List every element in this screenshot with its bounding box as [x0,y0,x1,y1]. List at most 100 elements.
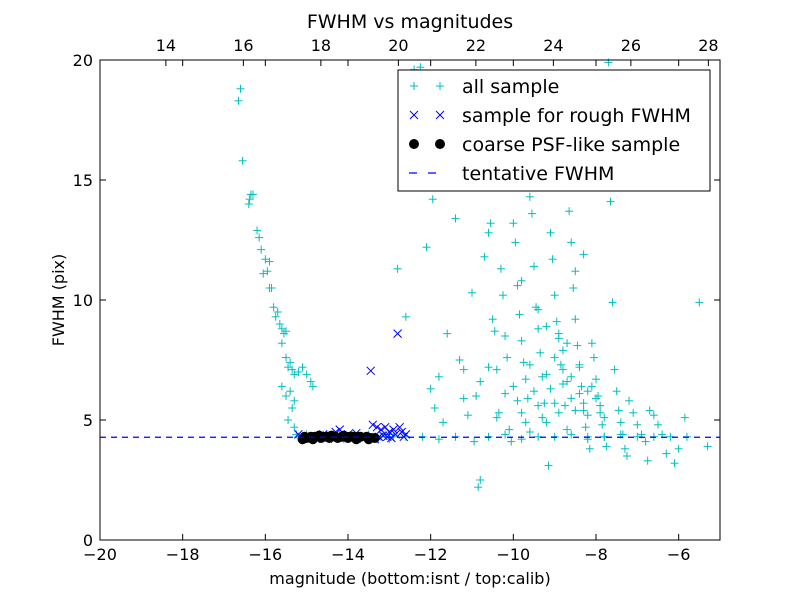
all-sample-point [538,372,547,381]
y-tick-label: 10 [73,291,93,310]
legend-item-tentative-fwhm: tentative FWHM [409,163,614,185]
all-sample-point [587,382,596,391]
all-sample-point [517,276,526,285]
all-sample-point [511,238,520,247]
all-sample-point [592,394,600,403]
legend-item-all-sample: all sample [410,76,559,98]
y-tick-label: 15 [73,171,93,190]
all-sample-point [236,84,245,93]
legend-marker-plus [410,82,418,90]
all-sample-point [517,435,526,444]
all-sample-point [476,476,485,484]
all-sample-point [662,449,671,458]
all-sample-point [596,401,605,410]
all-sample-point [257,245,266,254]
y-axis-label: FWHM (pix) [49,254,68,347]
rough-sample-point [395,422,405,432]
all-sample-point [426,384,435,393]
all-sample-point [472,392,481,400]
all-sample-point [633,420,642,429]
all-sample-point [290,370,299,379]
all-sample-point [670,459,679,468]
all-sample-point [282,327,290,336]
all-sample-point [255,233,264,242]
all-sample-point [645,406,654,415]
all-sample-point [703,442,712,451]
top-x-tick-label: 18 [311,36,331,55]
all-sample-point [275,320,284,328]
all-sample-point [306,377,315,386]
all-sample-point [269,303,278,312]
all-sample-point [546,228,555,237]
all-sample-point [284,363,293,372]
all-sample-point [294,368,303,376]
all-sample-point [575,363,584,372]
rough-sample-point [366,366,376,376]
all-sample-point [527,209,536,218]
all-sample-point [571,315,580,324]
all-sample-point [517,336,526,345]
all-sample-point [550,353,559,362]
all-sample-point [567,372,576,381]
all-sample-point [534,305,543,314]
y-tick-label: 20 [73,51,93,70]
all-sample-point [643,456,652,465]
all-sample-point [530,262,538,271]
all-sample-point [401,312,410,321]
all-sample-point [583,411,592,420]
all-sample-point [439,418,448,427]
all-sample-point [554,329,563,338]
y-tick-label: 5 [83,411,93,430]
all-sample-point [422,243,431,252]
all-sample-point [616,418,625,427]
all-sample-point [503,353,512,362]
all-sample-point [596,408,605,417]
all-sample-point [608,298,617,307]
all-sample-point [556,360,565,369]
top-x-tick-label: 14 [156,36,176,55]
all-sample-point [641,437,650,446]
all-sample-point [277,382,286,391]
all-sample-point [680,413,689,422]
all-sample-point [598,420,607,429]
all-sample-point [515,310,524,319]
all-sample-point [490,327,499,336]
legend-label: coarse PSF-like sample [462,134,680,156]
x-tick-label: −20 [83,545,117,564]
all-sample-point [273,308,282,316]
all-sample-point [571,267,580,276]
all-sample-point [625,396,634,405]
all-sample-point [540,399,549,408]
all-sample-point [620,444,629,453]
legend-marker-dot [435,139,445,149]
top-x-tick-label: 26 [621,36,641,55]
all-sample-point [569,284,578,292]
all-sample-point [523,394,532,403]
all-sample-point [592,375,600,384]
all-sample-point [585,444,594,453]
all-sample-point [488,315,497,324]
all-sample-point [499,291,507,300]
all-sample-point [581,423,590,432]
all-sample-point [561,401,569,410]
all-sample-point [573,341,582,350]
all-sample-point [459,365,468,374]
top-x-tick-label: 16 [233,36,253,55]
all-sample-point [534,324,543,333]
all-sample-point [602,442,611,451]
all-sample-point [606,197,615,206]
rough-sample-point [397,427,407,437]
all-sample-point [558,365,567,374]
all-sample-point [563,339,572,348]
top-x-tick-label: 20 [388,36,408,55]
all-sample-point [629,408,638,417]
all-sample-point [563,377,572,386]
all-sample-point [284,416,293,424]
legend-items: all sample sample for rough FWHM coarse PS… [409,76,691,185]
all-sample-point [265,257,274,266]
all-sample-point [517,408,526,417]
all-sample-point [443,329,452,338]
all-sample-point [542,370,551,379]
all-sample-point [244,200,253,208]
